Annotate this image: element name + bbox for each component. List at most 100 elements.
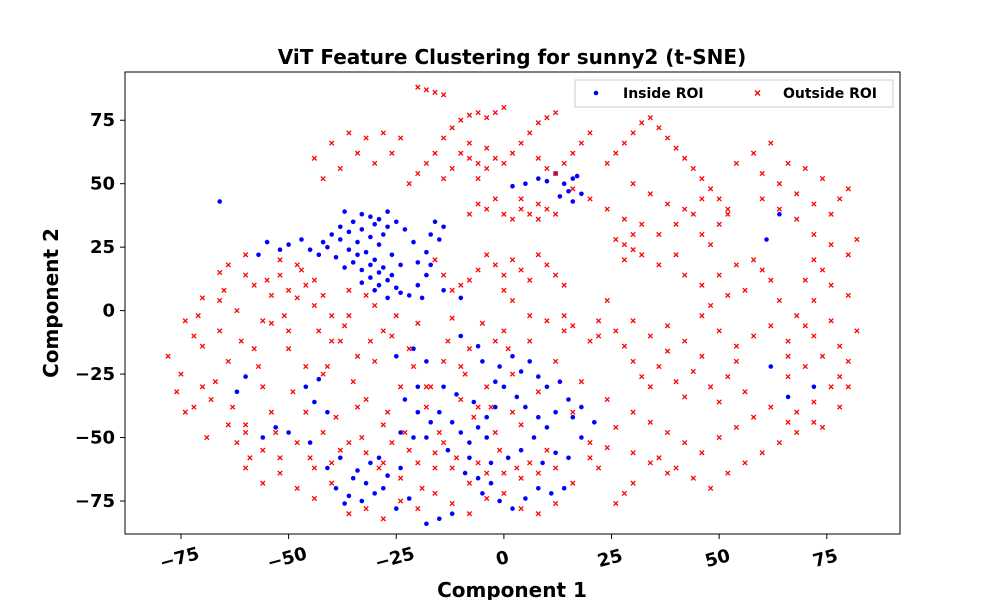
- inside-roi-point-130: [510, 506, 515, 511]
- outside-roi-point-405: [854, 328, 860, 334]
- outside-roi-point-176: [475, 109, 481, 116]
- outside-roi-point-108: [509, 409, 516, 415]
- inside-roi-point-145: [273, 425, 279, 430]
- inside-roi-point-40: [428, 232, 434, 237]
- outside-roi-point-169: [191, 404, 197, 410]
- inside-roi-point-43: [338, 224, 343, 230]
- outside-roi-point-210: [527, 130, 533, 136]
- outside-roi-point-31: [449, 315, 455, 321]
- outside-roi-point-198: [397, 135, 404, 141]
- outside-roi-point-406: [837, 373, 843, 380]
- outside-roi-point-122: [449, 500, 455, 507]
- outside-roi-point-324: [725, 206, 731, 212]
- outside-roi-point-214: [535, 155, 541, 161]
- outside-roi-point-340: [733, 160, 740, 167]
- inside-roi-point-29: [376, 282, 382, 288]
- outside-roi-point-298: [733, 262, 740, 268]
- series-1: [165, 84, 860, 522]
- inside-roi-point-8: [381, 232, 386, 237]
- outside-roi-point-257: [639, 373, 645, 380]
- outside-roi-point-249: [561, 328, 567, 334]
- inside-roi-point-135: [424, 521, 429, 527]
- outside-roi-point-60: [264, 277, 270, 283]
- outside-roi-point-138: [363, 450, 369, 456]
- outside-roi-point-217: [527, 211, 533, 217]
- outside-roi-point-381: [613, 500, 619, 507]
- outside-roi-point-64: [298, 267, 305, 273]
- outside-roi-point-84: [471, 414, 477, 420]
- outside-roi-point-391: [802, 363, 808, 370]
- outside-roi-point-318: [673, 145, 679, 151]
- inside-roi-point-53: [342, 209, 347, 214]
- outside-roi-point-85: [479, 320, 486, 326]
- outside-roi-point-370: [656, 455, 662, 461]
- outside-roi-point-184: [415, 170, 421, 177]
- inside-roi-point-143: [398, 430, 403, 435]
- outside-roi-point-25: [397, 384, 404, 390]
- outside-roi-point-127: [535, 511, 541, 517]
- outside-roi-point-37: [501, 328, 507, 334]
- x-tick-label: 0: [494, 547, 512, 571]
- outside-roi-point-46: [578, 379, 585, 385]
- x-axis-ticks: −75 −50 −25 0 25 50 75: [157, 534, 840, 574]
- outside-roi-point-72: [367, 338, 374, 344]
- outside-roi-point-254: [613, 328, 619, 334]
- outside-roi-point-132: [260, 447, 266, 453]
- outside-roi-point-171: [432, 89, 438, 95]
- outside-roi-point-345: [794, 191, 800, 197]
- outside-roi-point-14: [303, 409, 309, 415]
- inside-roi-point-164: [579, 435, 584, 440]
- chart-title: ViT Feature Clustering for sunny2 (t-SNE…: [278, 45, 746, 69]
- inside-roi-point-81: [359, 498, 365, 504]
- outside-roi-point-371: [673, 465, 679, 471]
- outside-roi-point-223: [466, 211, 473, 217]
- inside-roi-point-28: [359, 280, 365, 286]
- outside-roi-point-78: [419, 485, 425, 491]
- outside-roi-point-206: [354, 150, 361, 156]
- inside-roi-point-169: [785, 394, 791, 400]
- inside-roi-point-87: [376, 455, 382, 461]
- outside-roi-point-383: [604, 445, 610, 451]
- inside-roi-point-151: [303, 384, 309, 390]
- outside-roi-point-22: [372, 302, 378, 309]
- outside-roi-point-279: [785, 338, 791, 344]
- inside-roi-point-21: [368, 262, 373, 268]
- outside-roi-point-5: [225, 358, 231, 365]
- outside-roi-point-390: [785, 373, 791, 380]
- outside-roi-point-135: [311, 465, 318, 471]
- inside-roi-point-78: [363, 480, 369, 486]
- outside-roi-point-193: [449, 165, 455, 172]
- outside-roi-point-366: [733, 424, 740, 431]
- outside-roi-point-73: [376, 465, 382, 471]
- outside-roi-point-106: [475, 404, 481, 410]
- outside-roi-point-199: [380, 130, 386, 136]
- outside-roi-point-378: [794, 429, 800, 436]
- outside-roi-point-220: [484, 206, 490, 212]
- outside-roi-point-389: [664, 470, 671, 476]
- inside-roi-point-52: [217, 199, 222, 204]
- inside-roi-point-69: [561, 181, 567, 186]
- inside-roi-point-54: [385, 209, 390, 214]
- inside-roi-point-98: [445, 447, 451, 453]
- outside-roi-point-238: [458, 282, 464, 288]
- inside-roi-point-73: [557, 194, 563, 199]
- outside-roi-point-233: [518, 267, 524, 273]
- outside-roi-point-90: [199, 384, 206, 390]
- outside-roi-point-367: [750, 414, 757, 420]
- inside-roi-point-0: [359, 211, 365, 217]
- outside-roi-point-117: [363, 505, 369, 512]
- inside-roi-point-50: [264, 239, 270, 245]
- inside-roi-point-79: [350, 475, 356, 481]
- outside-roi-point-133: [277, 455, 283, 461]
- outside-roi-point-13: [294, 295, 300, 301]
- inside-roi-point-171: [777, 211, 782, 217]
- outside-roi-point-281: [630, 247, 636, 253]
- outside-roi-point-260: [664, 348, 671, 354]
- inside-roi-point-60: [437, 237, 442, 242]
- outside-roi-point-373: [707, 485, 714, 491]
- outside-roi-point-326: [647, 191, 653, 197]
- inside-roi-point-36: [424, 272, 429, 278]
- inside-roi-point-67: [536, 176, 541, 181]
- outside-roi-point-397: [794, 409, 800, 415]
- outside-roi-point-130: [225, 422, 231, 428]
